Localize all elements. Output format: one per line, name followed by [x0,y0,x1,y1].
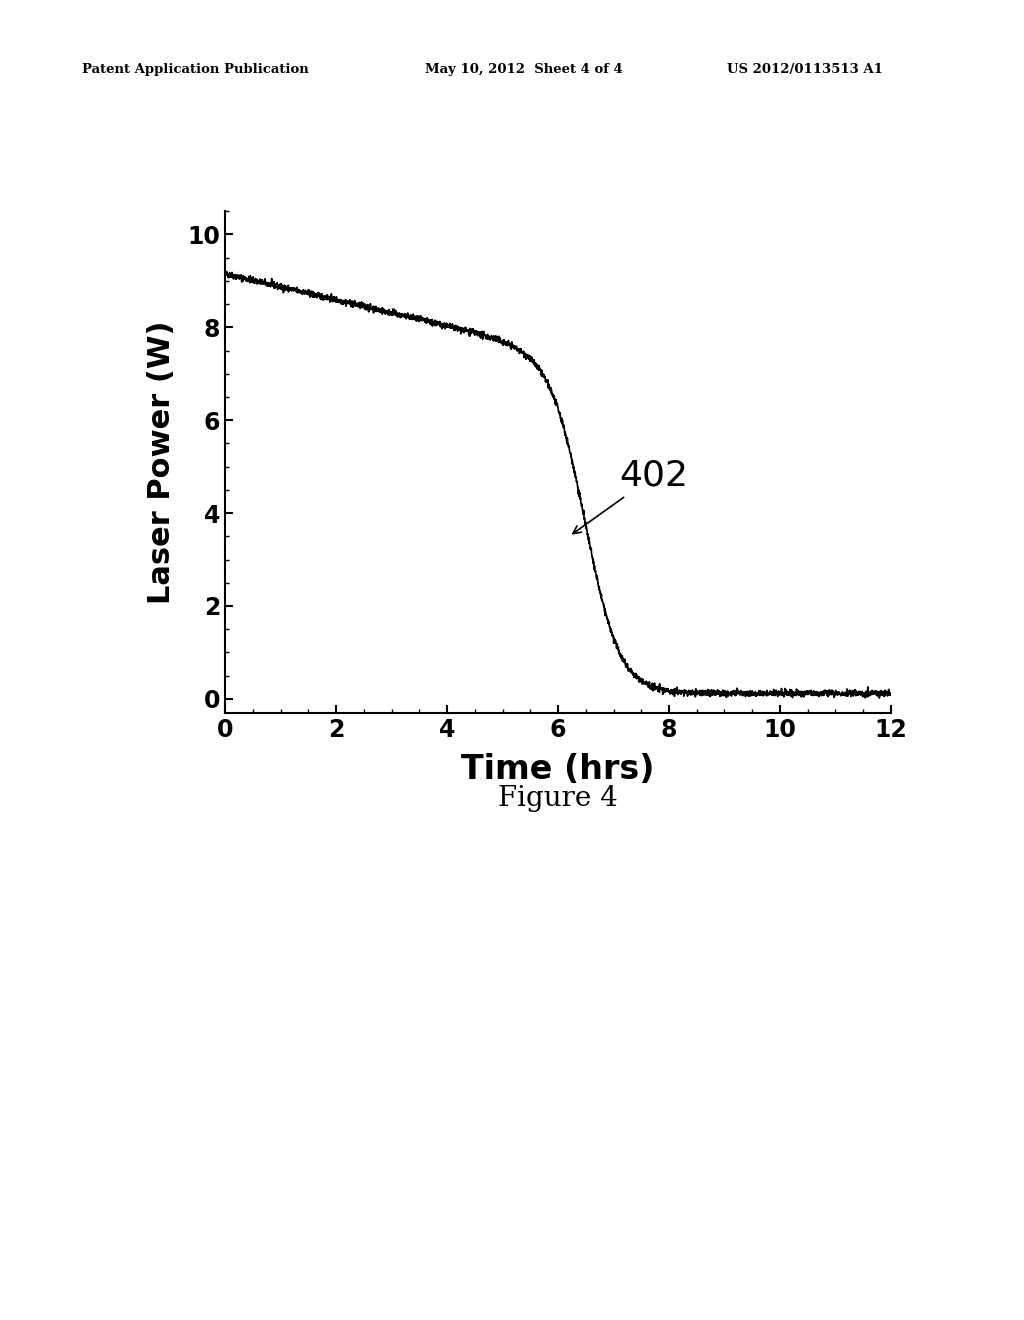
Text: May 10, 2012  Sheet 4 of 4: May 10, 2012 Sheet 4 of 4 [425,63,623,77]
Text: Patent Application Publication: Patent Application Publication [82,63,308,77]
Text: US 2012/0113513 A1: US 2012/0113513 A1 [727,63,883,77]
X-axis label: Time (hrs): Time (hrs) [462,752,654,785]
Text: Figure 4: Figure 4 [499,785,617,812]
Y-axis label: Laser Power (W): Laser Power (W) [147,321,176,603]
Text: 402: 402 [573,459,688,533]
